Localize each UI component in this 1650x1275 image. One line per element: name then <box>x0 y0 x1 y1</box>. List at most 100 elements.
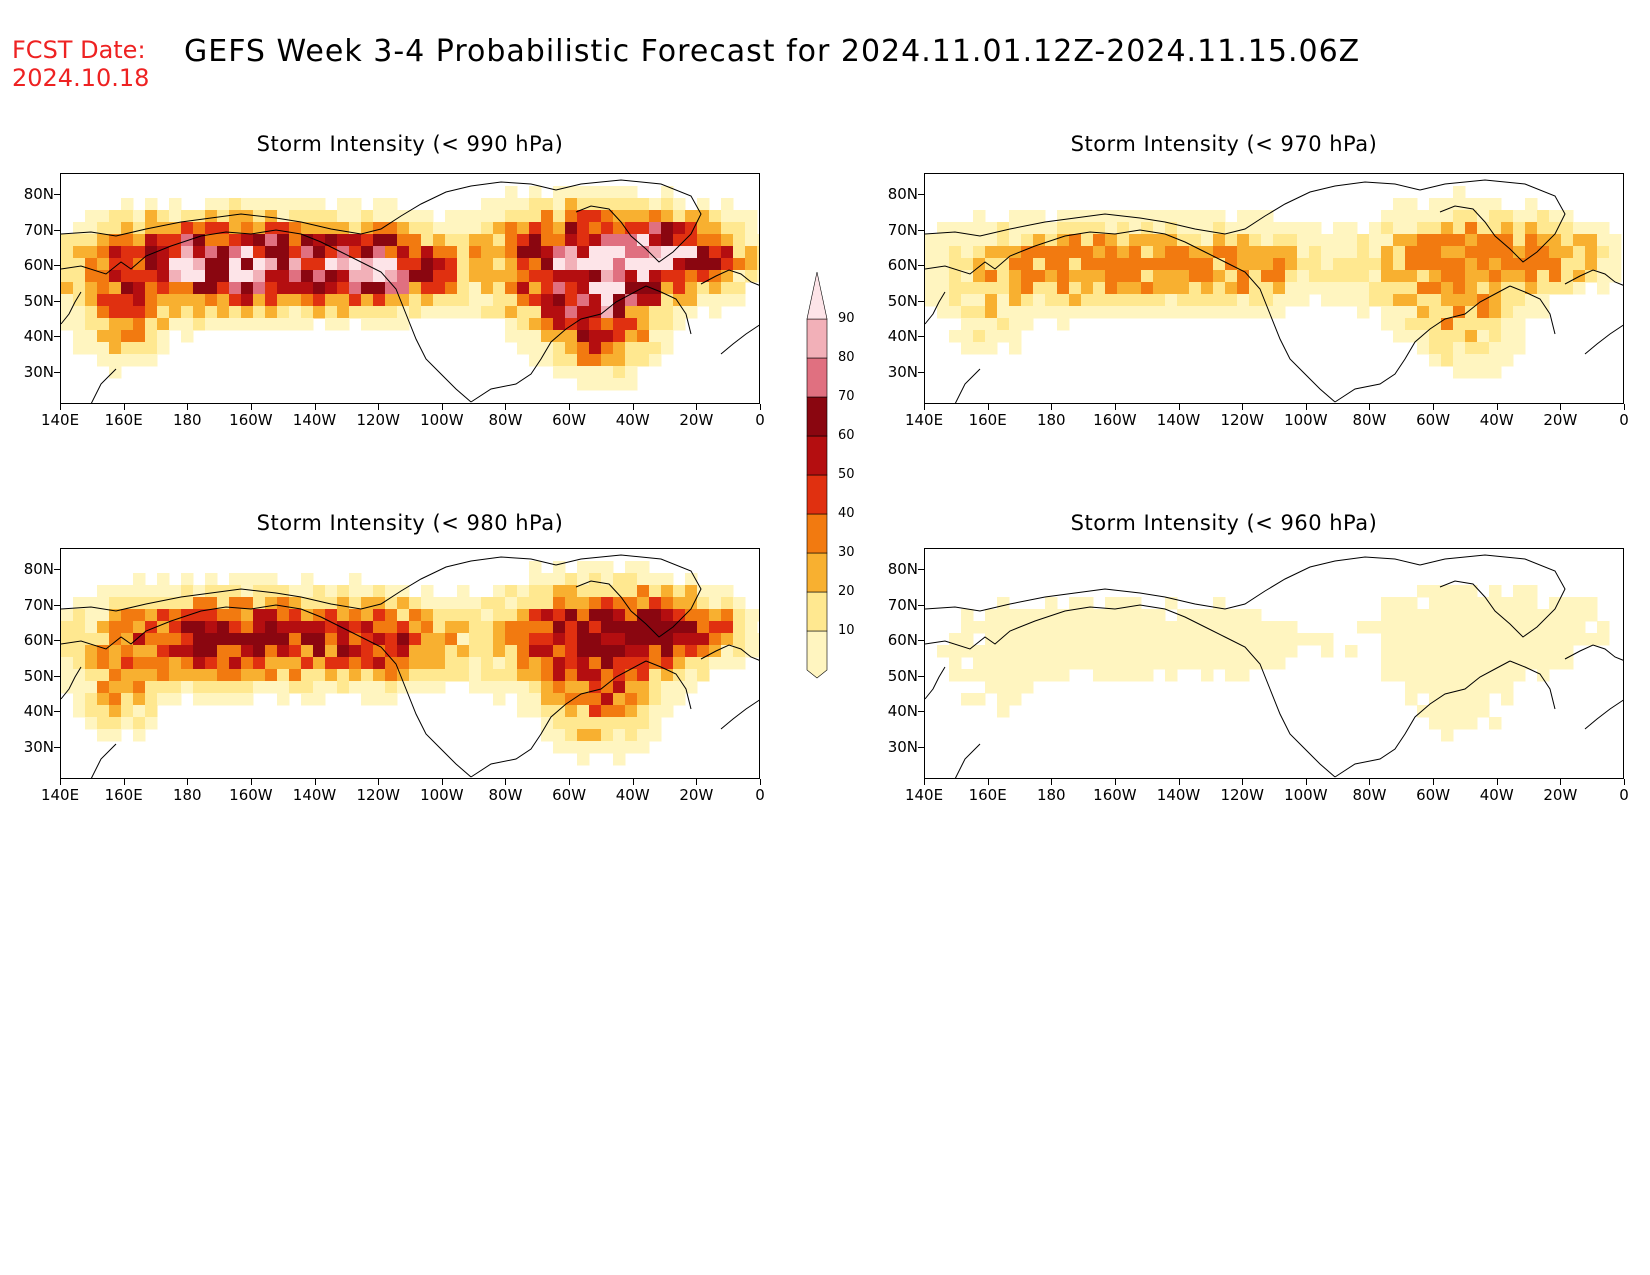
probability-cell <box>61 621 74 634</box>
probability-cell <box>1405 222 1418 235</box>
probability-cell <box>1477 693 1490 706</box>
coastline <box>925 556 1421 612</box>
coastline <box>700 269 759 286</box>
probability-cell <box>205 633 218 646</box>
probability-cell <box>1405 258 1418 271</box>
probability-cell <box>73 597 86 610</box>
probability-cell <box>1513 621 1526 634</box>
probability-cell <box>985 306 998 319</box>
probability-cell <box>1429 330 1442 343</box>
probability-cell <box>145 585 158 598</box>
probability-cell <box>1129 234 1142 247</box>
probability-cell <box>169 198 182 211</box>
probability-cell <box>1429 294 1442 307</box>
probability-cell <box>1573 609 1586 622</box>
probability-cell <box>1273 621 1286 634</box>
probability-cell <box>1177 609 1190 622</box>
probability-cell <box>397 318 410 331</box>
probability-cell <box>1009 633 1022 646</box>
probability-cell <box>145 258 158 271</box>
probability-cell <box>1489 210 1502 223</box>
probability-cell <box>973 645 986 658</box>
probability-cell <box>673 210 686 223</box>
probability-cell <box>265 258 278 271</box>
probability-cell <box>217 621 230 634</box>
probability-cell <box>529 282 542 295</box>
probability-cell <box>697 669 710 682</box>
probability-cell <box>1237 621 1250 634</box>
lat-tick <box>54 676 60 677</box>
probability-cell <box>433 597 446 610</box>
probability-cell <box>529 234 542 247</box>
probability-cell <box>1465 342 1478 355</box>
probability-cell <box>277 294 290 307</box>
probability-cell <box>637 669 650 682</box>
probability-cell <box>1177 657 1190 670</box>
probability-cell <box>637 198 650 211</box>
probability-cell <box>229 633 242 646</box>
probability-cell <box>157 258 170 271</box>
probability-cell <box>1417 705 1430 718</box>
probability-cell <box>553 318 566 331</box>
probability-cell <box>1585 258 1598 271</box>
probability-cell <box>133 258 146 271</box>
probability-cell <box>1237 234 1250 247</box>
probability-cell <box>1057 657 1070 670</box>
probability-cell <box>1453 198 1466 211</box>
probability-cell <box>493 270 506 283</box>
probability-cell <box>397 645 410 658</box>
probability-cell <box>313 645 326 658</box>
probability-cell <box>265 609 278 622</box>
probability-cell <box>1465 633 1478 646</box>
probability-cell <box>949 633 962 646</box>
coastline <box>700 644 759 661</box>
probability-cell <box>361 609 374 622</box>
probability-cell <box>433 669 446 682</box>
probability-cell <box>1021 246 1034 259</box>
probability-cell <box>229 681 242 694</box>
probability-cell <box>625 621 638 634</box>
probability-cell <box>493 234 506 247</box>
probability-cell <box>61 246 74 259</box>
probability-cell <box>1393 645 1406 658</box>
probability-cell <box>457 258 470 271</box>
coastline <box>1334 660 1511 778</box>
probability-cell <box>589 573 602 586</box>
probability-cell <box>589 585 602 598</box>
probability-cell <box>1165 294 1178 307</box>
probability-cell <box>289 270 302 283</box>
probability-cell <box>1453 282 1466 295</box>
probability-cell <box>229 198 242 211</box>
probability-cell <box>409 669 422 682</box>
probability-cell <box>1513 306 1526 319</box>
probability-cell <box>589 693 602 706</box>
probability-cell <box>1321 246 1334 259</box>
probability-cell <box>229 318 242 331</box>
probability-cell <box>745 234 758 247</box>
lon-tick <box>1242 404 1244 410</box>
probability-cell <box>541 258 554 271</box>
probability-cell <box>577 246 590 259</box>
lon-tick <box>250 779 252 785</box>
probability-cell <box>757 246 759 259</box>
probability-cell <box>1441 729 1454 742</box>
probability-cell <box>625 729 638 742</box>
probability-cell <box>1237 633 1250 646</box>
probability-cell <box>1453 597 1466 610</box>
probability-cell <box>649 354 662 367</box>
probability-cell <box>541 294 554 307</box>
lat-tick <box>54 194 60 195</box>
probability-cell <box>1405 597 1418 610</box>
probability-cell <box>1429 633 1442 646</box>
probability-cell <box>397 609 410 622</box>
probability-cell <box>433 258 446 271</box>
probability-cell <box>553 741 566 754</box>
probability-cell <box>1105 234 1118 247</box>
probability-cell <box>1441 669 1454 682</box>
probability-cell <box>1585 609 1598 622</box>
probability-cell <box>385 318 398 331</box>
probability-cell <box>1369 234 1382 247</box>
probability-cell <box>1273 306 1286 319</box>
probability-cell <box>1009 681 1022 694</box>
probability-cell <box>73 294 86 307</box>
